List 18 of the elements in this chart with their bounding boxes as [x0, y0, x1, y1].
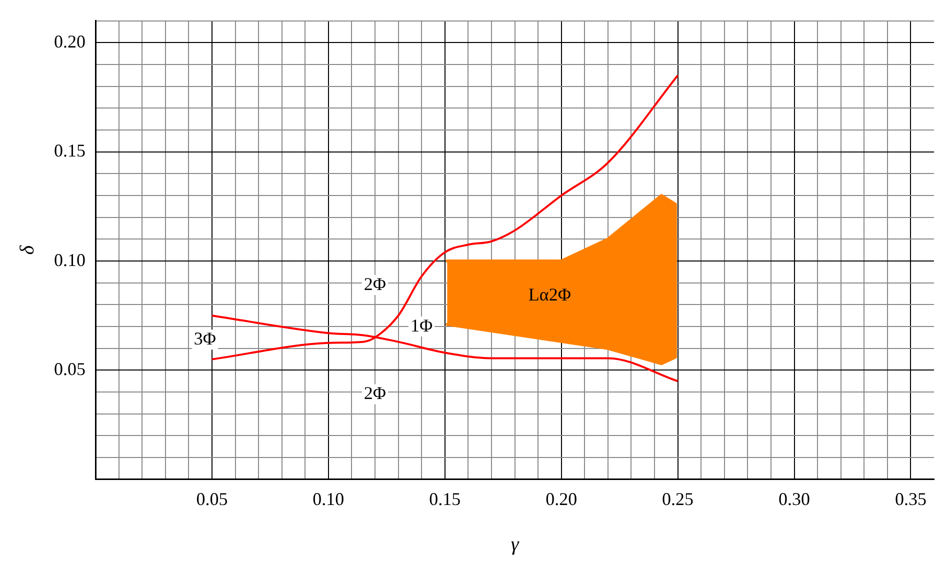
x-tick-label: 0.25 — [662, 488, 694, 509]
annotation: 3Φ — [194, 328, 216, 348]
y-axis-title: δ — [16, 244, 38, 255]
x-tick-label: 0.15 — [429, 488, 461, 509]
x-tick-label: 0.30 — [778, 488, 810, 509]
x-tick-label: 0.35 — [894, 488, 926, 509]
y-tick-label: 0.10 — [54, 250, 86, 270]
annotation: Lα2Φ — [528, 284, 571, 305]
y-tick-label: 0.15 — [54, 140, 86, 161]
y-tick-label: 0.05 — [54, 358, 86, 379]
annotation: 2Φ — [364, 382, 386, 403]
x-tick-label: 0.05 — [196, 488, 228, 509]
x-tick-label: 0.10 — [312, 488, 344, 509]
x-axis-title: γ — [510, 533, 520, 556]
annotation: 2Φ — [364, 274, 386, 294]
y-tick-label: 0.20 — [54, 31, 86, 52]
annotation: 1Φ — [410, 315, 433, 336]
x-tick-label: 0.20 — [546, 488, 578, 509]
